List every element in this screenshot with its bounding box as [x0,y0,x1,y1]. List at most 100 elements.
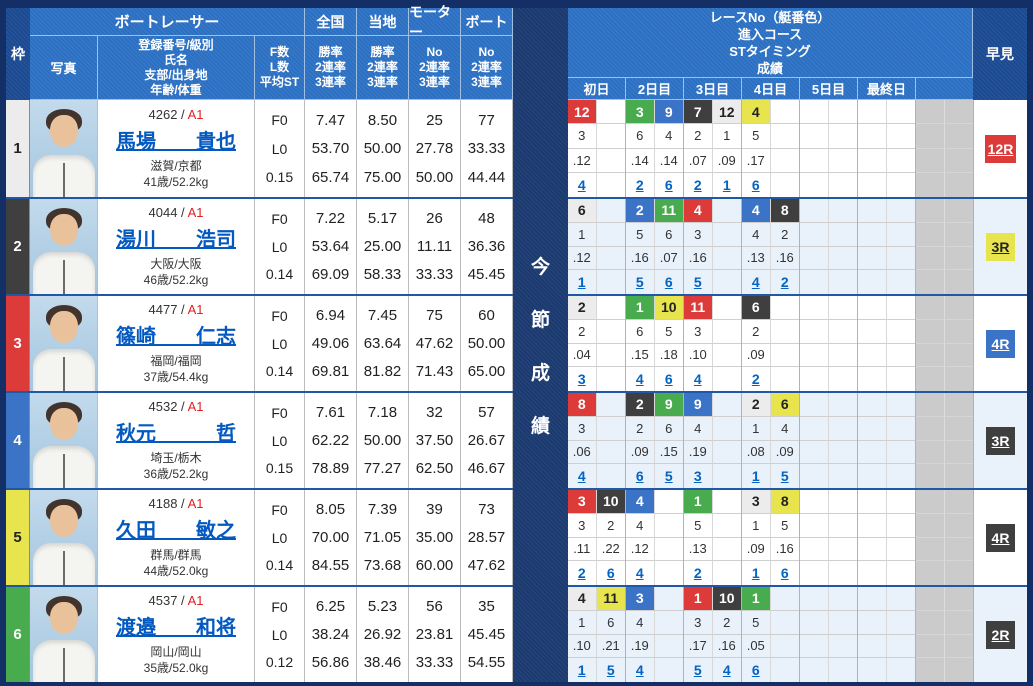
motor-stats: 25 27.78 50.00 [409,100,461,197]
st-timing: .17 [684,634,713,659]
entry-course: 3 [684,610,713,635]
racer-photo[interactable] [30,587,98,682]
result-link[interactable]: 4 [577,176,586,193]
hayami-race-badge[interactable]: 3R [986,426,1015,455]
st-timing: .10 [684,343,713,368]
result-link[interactable]: 4 [693,371,702,388]
result-link[interactable]: 1 [751,565,760,582]
st-timing: .12 [568,246,597,271]
hayami-race-badge[interactable]: 12R [984,134,1017,163]
local-win-rate: 7.45 [367,307,398,324]
empty-cell [713,561,742,585]
result-link[interactable]: 2 [751,371,760,388]
hayami-race-badge[interactable]: 3R [986,232,1015,261]
racer-name-link[interactable]: 湯川 浩司 [116,229,236,251]
result-cell: 1 [713,173,742,197]
racer-photo[interactable] [30,100,98,197]
result-link[interactable]: 4 [635,662,644,679]
unused-day-column [916,490,973,585]
header-profile: 登録番号/級別 氏名 支部/出身地 年齢/体重 [98,36,255,100]
motor-stats: 75 47.62 71.43 [409,296,461,391]
racer-photo[interactable] [30,393,98,488]
result-cell: 4 [626,561,655,585]
empty-cell [828,490,857,514]
result-link[interactable]: 2 [635,176,644,193]
day-result-cell: 6 2.09 2 [742,296,800,391]
day-result-cell [800,199,858,294]
result-link[interactable]: 1 [751,468,760,485]
result-link[interactable]: 1 [577,274,586,291]
racer-name-link[interactable]: 渡邉 和将 [116,617,236,639]
racer-photo[interactable] [30,199,98,294]
result-link[interactable]: 4 [722,662,731,679]
header-motor: モーター No 2連率 3連率 [409,4,461,100]
racer-photo[interactable] [30,296,98,391]
class-badge: A1 [187,205,204,220]
racer-name-link[interactable]: 馬場 貴也 [116,131,236,153]
empty-cell [828,149,857,173]
empty-cell [654,490,683,514]
result-link[interactable]: 6 [664,274,673,291]
result-link[interactable]: 1 [722,176,731,193]
result-link[interactable]: 6 [780,565,789,582]
racer-name-link[interactable]: 秋元 哲 [116,423,236,445]
result-link[interactable]: 5 [635,274,644,291]
hayami-race-badge[interactable]: 4R [986,523,1015,552]
motor-2rate: 37.50 [415,432,454,449]
day-result-cell [858,100,916,197]
result-link[interactable]: 3 [577,371,586,388]
result-link[interactable]: 2 [780,274,789,291]
result-link[interactable]: 4 [635,371,644,388]
result-link[interactable]: 6 [664,371,673,388]
race-no-cell: 4 [568,587,597,611]
result-link[interactable]: 5 [664,468,673,485]
unused-gray-cell [944,416,973,441]
unused-gray-cell [916,199,945,223]
empty-cell [886,441,915,465]
result-link[interactable]: 6 [664,176,673,193]
empty-cell [800,610,829,635]
result-link[interactable]: 2 [693,176,702,193]
result-link[interactable]: 5 [693,274,702,291]
result-link[interactable]: 5 [693,662,702,679]
result-link[interactable]: 4 [751,274,760,291]
result-link[interactable]: 6 [635,468,644,485]
local-stats: 5.23 26.92 38.46 [357,587,409,682]
result-link[interactable]: 5 [606,662,615,679]
result-link[interactable]: 6 [751,176,760,193]
race-no-cell: 4 [742,199,771,223]
result-link[interactable]: 4 [577,468,586,485]
st-timing: .22 [596,538,625,562]
result-link[interactable]: 6 [751,662,760,679]
entry-course: 4 [654,124,683,149]
national-3rate: 84.55 [311,557,350,574]
empty-cell [829,658,858,682]
result-link[interactable]: 4 [635,565,644,582]
result-link[interactable]: 1 [577,662,586,679]
hayami-race-badge[interactable]: 2R [986,620,1015,649]
result-link[interactable]: 3 [693,468,702,485]
racer-name-link[interactable]: 久田 敏之 [116,520,236,542]
frame-number: 4 [6,393,30,488]
entry-course: 3 [684,222,713,247]
unused-gray-cell [944,513,973,538]
st-timing: .07 [684,148,713,173]
day-result-cell: 4 11 1 6.10.21 1 5 [568,587,626,682]
empty-cell [828,441,857,465]
header-day-4: 4日目 [742,78,800,100]
result-link[interactable]: 2 [693,565,702,582]
entry-course: 2 [684,124,713,149]
day-result-cell: 1 10 3 2.17.16 5 4 [684,587,742,682]
result-link[interactable]: 5 [780,468,789,485]
entry-course: 6 [654,417,683,441]
unused-gray-cell [916,393,945,417]
registration-class: 4262 / A1 [148,107,204,122]
st-timing: .09 [770,441,799,465]
result-link[interactable]: 6 [606,565,615,582]
racer-name-link[interactable]: 篠崎 仁志 [116,326,236,348]
empty-cell [654,514,683,538]
f-count: F0 [271,598,288,615]
racer-photo[interactable] [30,490,98,585]
hayami-race-badge[interactable]: 4R [986,329,1015,358]
result-link[interactable]: 2 [577,565,586,582]
